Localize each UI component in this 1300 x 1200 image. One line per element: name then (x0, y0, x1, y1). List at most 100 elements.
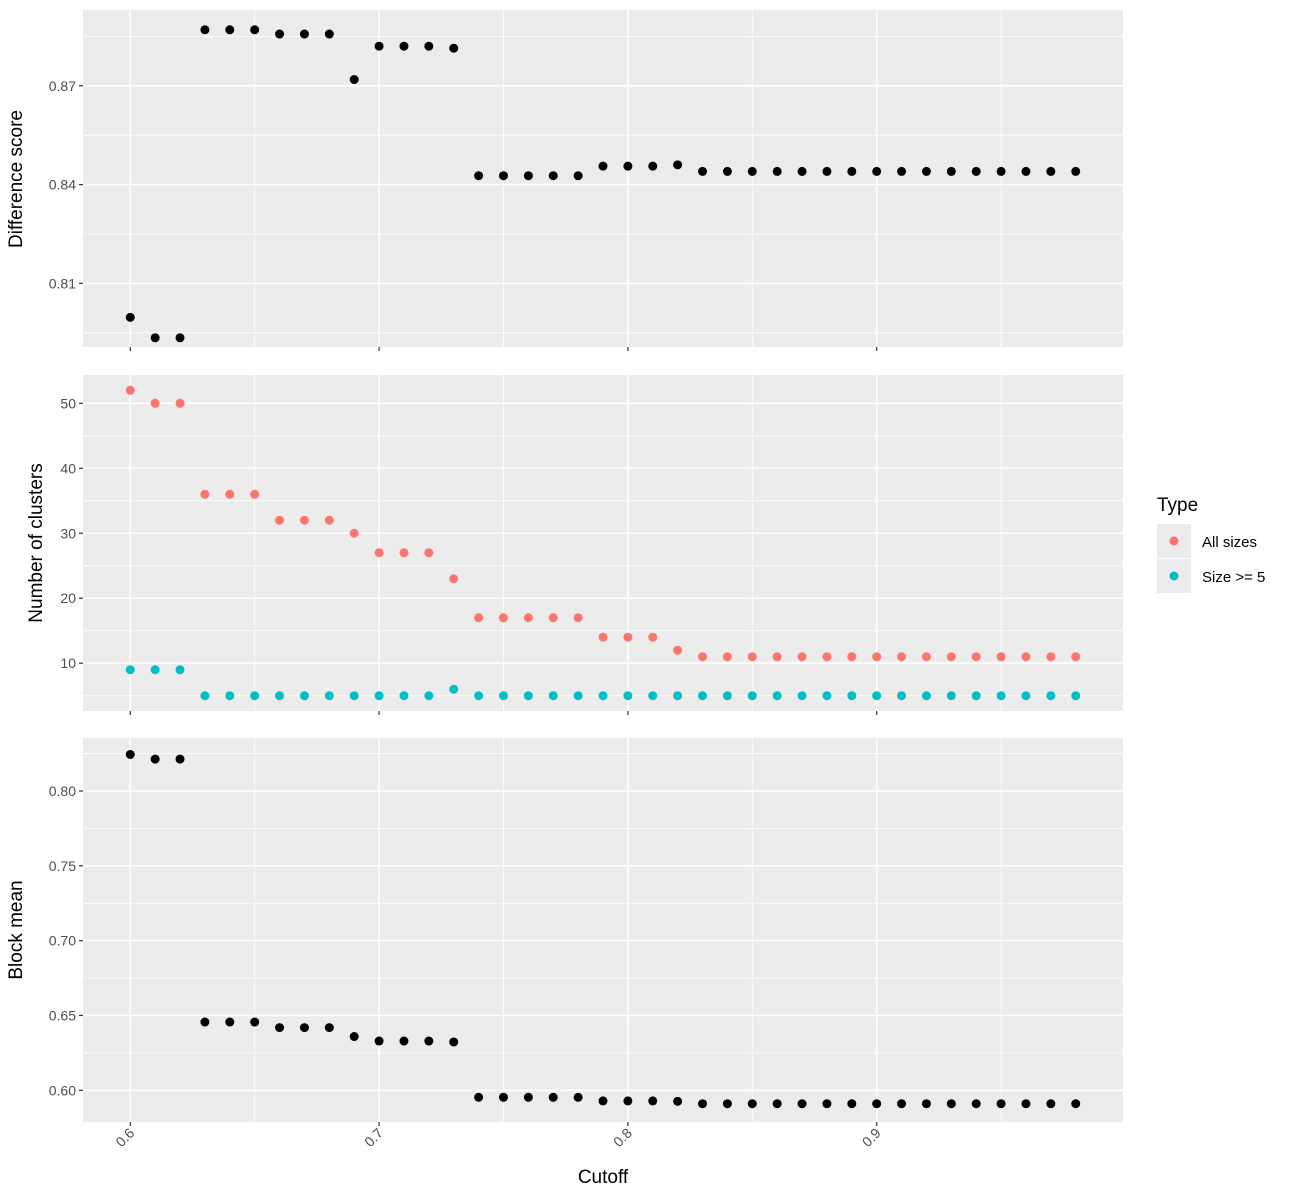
legend: Type All sizes Size >= 5 (1157, 495, 1265, 593)
data-point (573, 613, 583, 623)
data-point (598, 691, 608, 701)
data-point (598, 161, 608, 171)
data-point (299, 29, 309, 39)
data-point (523, 171, 533, 181)
data-point (1046, 1099, 1056, 1109)
data-point (449, 1037, 459, 1047)
x-axis: 0.6 0.7 0.8 0.9 (112, 1125, 884, 1150)
data-point (200, 1017, 210, 1027)
y-tick-label: 0.84 (49, 177, 76, 193)
x-tick-label: 0.6 (112, 1125, 137, 1150)
data-point (648, 691, 658, 701)
data-point (548, 613, 558, 623)
data-point (747, 652, 757, 662)
data-point (324, 691, 334, 701)
data-point (872, 691, 882, 701)
y-tick-label: 0.87 (49, 78, 76, 94)
data-point (1071, 691, 1081, 701)
data-point (399, 41, 409, 51)
data-point (623, 632, 633, 642)
data-point (722, 691, 732, 701)
y-axis-title: Block mean (6, 880, 27, 979)
data-point (822, 1099, 832, 1109)
data-point (797, 652, 807, 662)
data-point (772, 652, 782, 662)
data-point (399, 691, 409, 701)
data-point (673, 691, 683, 701)
legend-key-size-5 (1169, 571, 1179, 581)
data-point (474, 171, 484, 181)
data-point (275, 691, 285, 701)
data-point (747, 1099, 757, 1109)
y-tick-label: 20 (60, 590, 76, 606)
data-point (946, 691, 956, 701)
data-point (772, 166, 782, 176)
data-point (1021, 652, 1031, 662)
data-point (324, 1023, 334, 1033)
data-point (250, 1017, 260, 1027)
data-point (698, 166, 708, 176)
data-point (498, 691, 508, 701)
y-tick-label: 0.60 (49, 1082, 76, 1098)
legend-label-size-5: Size >= 5 (1202, 569, 1265, 586)
data-point (747, 166, 757, 176)
data-point (648, 1096, 658, 1106)
data-point (299, 1023, 309, 1033)
data-point (498, 171, 508, 181)
data-point (623, 1096, 633, 1106)
y-tick-label: 50 (60, 395, 76, 411)
data-point (275, 29, 285, 39)
data-point (772, 691, 782, 701)
y-axis-title: Difference score (6, 110, 27, 248)
y-tick-label: 0.65 (49, 1007, 76, 1023)
data-point (200, 25, 210, 35)
series-points (125, 25, 1081, 343)
data-point (847, 652, 857, 662)
data-point (225, 25, 235, 35)
data-point (648, 632, 658, 642)
data-point (474, 613, 484, 623)
panel-top: 0.81 0.84 0.87 Difference score (6, 10, 1123, 351)
data-point (250, 25, 260, 35)
data-point (250, 489, 260, 499)
data-point (573, 171, 583, 181)
data-point (225, 489, 235, 499)
panel-background (83, 375, 1123, 711)
data-point (399, 548, 409, 558)
data-point (673, 645, 683, 655)
data-point (946, 1099, 956, 1109)
data-point (971, 691, 981, 701)
x-axis-title: Cutoff (578, 1167, 629, 1188)
data-point (598, 632, 608, 642)
data-point (150, 754, 160, 764)
data-point (872, 166, 882, 176)
data-point (598, 1096, 608, 1106)
data-point (822, 166, 832, 176)
data-point (623, 161, 633, 171)
data-point (349, 1032, 359, 1042)
data-point (374, 548, 384, 558)
data-point (996, 652, 1006, 662)
data-point (150, 398, 160, 408)
data-point (698, 652, 708, 662)
data-point (1046, 691, 1056, 701)
data-point (474, 1092, 484, 1102)
data-point (872, 1099, 882, 1109)
data-point (573, 691, 583, 701)
data-point (250, 691, 260, 701)
y-tick-label: 10 (60, 655, 76, 671)
series-size-5 (125, 665, 1081, 701)
data-point (424, 548, 434, 558)
data-point (996, 691, 1006, 701)
data-point (275, 1023, 285, 1033)
data-point (225, 691, 235, 701)
data-point (1021, 691, 1031, 701)
data-point (1071, 166, 1081, 176)
data-point (374, 691, 384, 701)
data-point (698, 691, 708, 701)
data-point (722, 652, 732, 662)
data-point (722, 166, 732, 176)
data-point (772, 1099, 782, 1109)
data-point (349, 75, 359, 85)
